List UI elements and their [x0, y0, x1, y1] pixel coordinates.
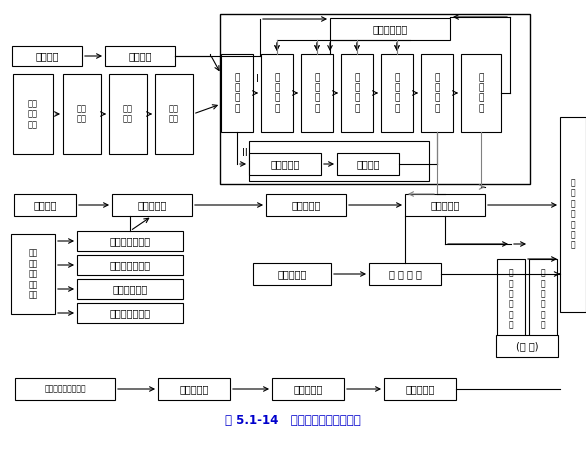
Text: 配比
试验: 配比 试验: [77, 104, 87, 124]
Bar: [301, 54, 333, 132]
Bar: [15, 378, 115, 400]
Bar: [249, 141, 429, 181]
Bar: [341, 54, 373, 132]
Bar: [77, 231, 183, 251]
Bar: [12, 46, 82, 66]
Text: 泥浆循环系统: 泥浆循环系统: [372, 24, 408, 34]
Text: 制储
泥浆: 制储 泥浆: [123, 104, 133, 124]
Bar: [221, 54, 253, 132]
Text: 钢管
监测
仪器
购置
检测: 钢管 监测 仪器 购置 检测: [28, 249, 38, 299]
Text: 混凝土拌合: 混凝土拌合: [294, 384, 323, 394]
Bar: [369, 263, 441, 285]
Text: II: II: [242, 148, 248, 158]
Text: 接头刷洗: 接头刷洗: [356, 159, 380, 169]
Bar: [253, 263, 331, 285]
Bar: [384, 378, 456, 400]
Text: 钢筋笼下设: 钢筋笼下设: [430, 200, 459, 210]
Bar: [249, 153, 321, 175]
Bar: [461, 54, 501, 132]
Text: 设备安装: 设备安装: [128, 51, 152, 61]
Bar: [112, 194, 192, 216]
Bar: [529, 259, 557, 339]
Bar: [77, 279, 183, 299]
Bar: [155, 74, 193, 154]
Bar: [381, 54, 413, 132]
Text: 测斜预埋管组装: 测斜预埋管组装: [110, 308, 151, 318]
Bar: [272, 378, 344, 400]
Text: 其它预埋件组装: 其它预埋件组装: [110, 260, 151, 270]
Bar: [337, 153, 399, 175]
Text: 砼配比试验: 砼配比试验: [179, 384, 209, 394]
Bar: [421, 54, 453, 132]
Text: 浇
注
水
下
砼
成
墙: 浇 注 水 下 砼 成 墙: [571, 178, 575, 250]
Bar: [13, 74, 53, 154]
Text: 组装预埋灌浆管: 组装预埋灌浆管: [110, 236, 151, 246]
Bar: [105, 46, 175, 66]
Bar: [261, 54, 293, 132]
Text: 施工准备: 施工准备: [35, 51, 59, 61]
Bar: [497, 259, 525, 339]
Text: 泥浆
输送: 泥浆 输送: [169, 104, 179, 124]
Text: 仪器率定成型: 仪器率定成型: [113, 284, 148, 294]
Bar: [77, 255, 183, 275]
Bar: [330, 18, 450, 40]
Text: 接
缝
高
喷
施
工: 接 缝 高 喷 施 工: [541, 269, 546, 330]
Text: 水泥、砂石骨料进货: 水泥、砂石骨料进货: [44, 384, 86, 393]
Text: 成
槽
验
收: 成 槽 验 收: [394, 73, 400, 113]
Bar: [109, 74, 147, 154]
Text: 清
孔
验
收: 清 孔 验 收: [478, 73, 483, 113]
Bar: [496, 335, 558, 357]
Text: 钢筋笼加工: 钢筋笼加工: [137, 200, 166, 210]
Bar: [405, 194, 485, 216]
Bar: [560, 116, 586, 312]
Bar: [158, 378, 230, 400]
Text: 清
孔
换
浆: 清 孔 换 浆: [434, 73, 440, 113]
Bar: [220, 14, 530, 184]
Text: 铣
削
副
孔: 铣 削 副 孔: [314, 73, 320, 113]
Text: 膨润
土等
进货: 膨润 土等 进货: [28, 99, 38, 129]
Bar: [266, 194, 346, 216]
Bar: [77, 303, 183, 323]
Bar: [11, 234, 55, 314]
Text: 导 管 下 设: 导 管 下 设: [389, 269, 421, 279]
Text: 钢筋笼运输: 钢筋笼运输: [291, 200, 321, 210]
Text: 基
岩
鉴
定: 基 岩 鉴 定: [355, 73, 360, 113]
Bar: [63, 74, 101, 154]
Text: 配置砼导管: 配置砼导管: [277, 269, 306, 279]
Text: 图 5.1-14   地连墙施工工艺流程图: 图 5.1-14 地连墙施工工艺流程图: [225, 414, 361, 427]
Text: 抓
斗
开
孔: 抓 斗 开 孔: [234, 73, 240, 113]
Bar: [14, 194, 76, 216]
Text: 墙
下
灌
浆
施
工: 墙 下 灌 浆 施 工: [509, 269, 513, 330]
Text: 混凝土运输: 混凝土运输: [406, 384, 435, 394]
Text: I: I: [255, 74, 258, 84]
Text: 钢筋进货: 钢筋进货: [33, 200, 57, 210]
Text: 铣削至终孔: 铣削至终孔: [270, 159, 299, 169]
Text: (预 案): (预 案): [516, 341, 539, 351]
Text: 铣
削
主
孔: 铣 削 主 孔: [274, 73, 280, 113]
